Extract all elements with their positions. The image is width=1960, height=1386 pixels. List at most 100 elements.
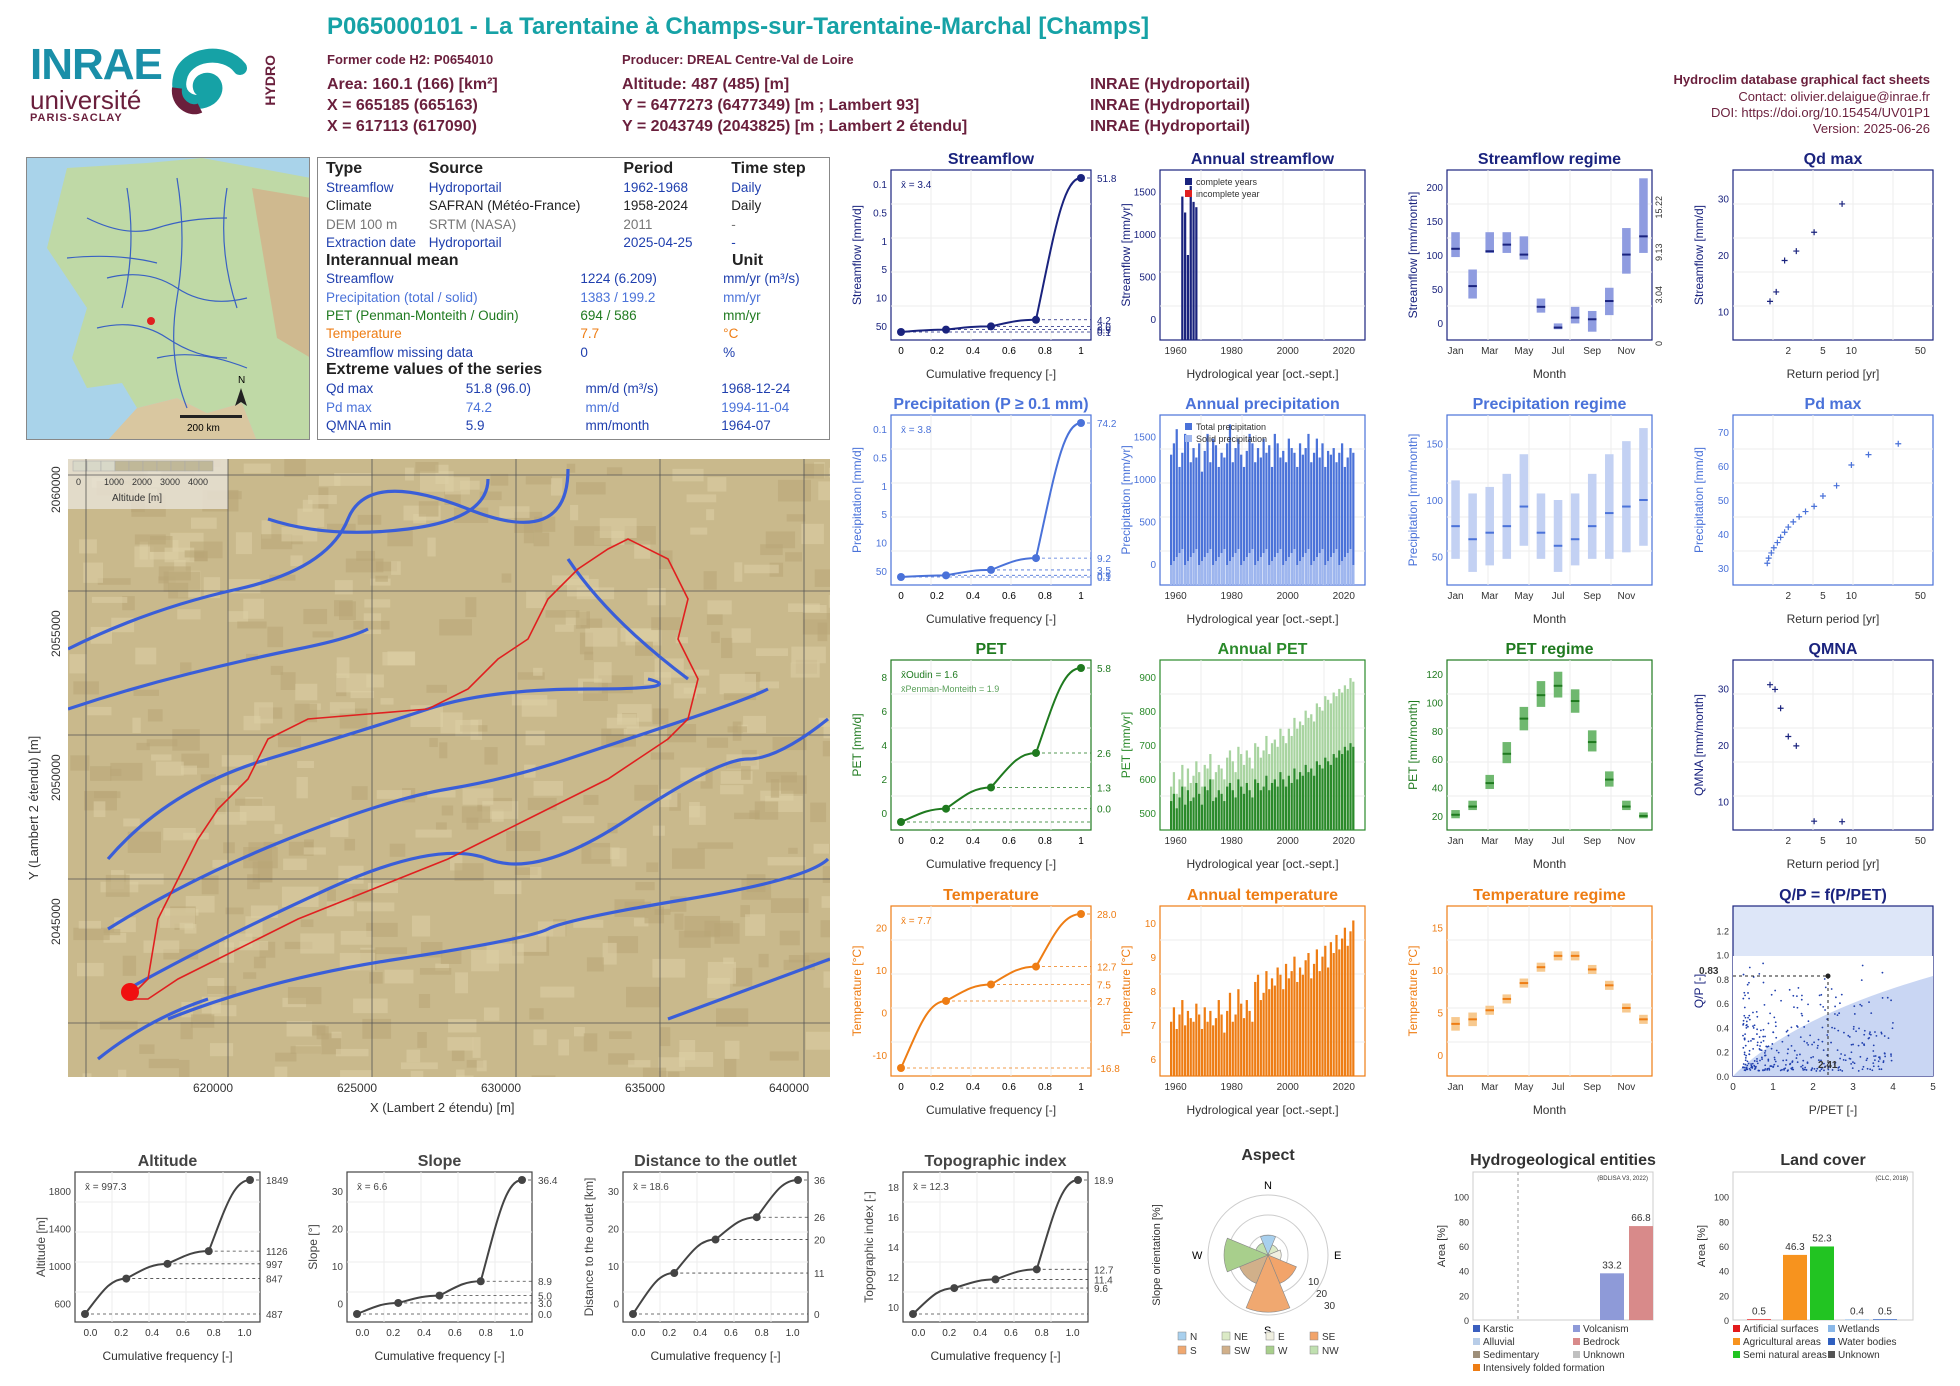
x-tick: 2000 xyxy=(1277,1082,1300,1093)
source-1: INRAE (Hydroportail) xyxy=(1090,76,1250,93)
data-point xyxy=(1851,1067,1854,1070)
x-tick: 50 xyxy=(1915,346,1927,357)
x-tick: 10 xyxy=(1846,836,1858,847)
x-axis-label: Cumulative frequency [-] xyxy=(926,1103,1056,1117)
x-tick: 1980 xyxy=(1221,1082,1244,1093)
quantile-label: 12.7 xyxy=(1094,1265,1114,1276)
terrain-patch xyxy=(581,842,611,864)
data-point xyxy=(1744,1016,1747,1019)
terrain-patch xyxy=(214,811,247,825)
bar xyxy=(1223,457,1226,585)
terrain-patch xyxy=(501,573,512,583)
y-tick: 100 xyxy=(1454,1193,1469,1203)
data-point xyxy=(1762,1035,1765,1038)
y-tick: 50 xyxy=(876,567,888,578)
legend-title: Altitude [m] xyxy=(112,493,162,504)
bar xyxy=(1312,775,1316,830)
terrain-patch xyxy=(435,822,447,830)
data-point xyxy=(1743,1053,1746,1056)
category-bar xyxy=(1600,1273,1624,1320)
regime-box xyxy=(1570,306,1580,324)
bar-solid xyxy=(1282,565,1285,585)
terrain-patch xyxy=(721,637,733,659)
data-point xyxy=(1869,1033,1872,1036)
x-tick: Sep xyxy=(1583,591,1601,602)
data-label: 0.5 xyxy=(1752,1306,1766,1317)
plot-frame xyxy=(1732,659,1934,831)
x-axis-label: Hydrological year [oct.-sept.] xyxy=(1186,857,1338,871)
bar-solid xyxy=(1338,565,1341,585)
data-point xyxy=(1865,1059,1868,1062)
data-point xyxy=(1877,1065,1880,1068)
regime-box xyxy=(1485,486,1494,566)
terrain-patch xyxy=(593,662,612,683)
terrain-patch xyxy=(174,559,186,573)
terrain-patch xyxy=(626,726,659,736)
bar xyxy=(1332,754,1335,830)
data-point xyxy=(1863,1033,1866,1036)
x-tick: 1960 xyxy=(1164,1082,1187,1093)
legend-entry: Unknown xyxy=(1583,1350,1625,1361)
x-tick: 1 xyxy=(1078,1082,1084,1093)
data-point xyxy=(1837,1029,1840,1032)
y-tick: 9 xyxy=(1150,953,1156,964)
bar xyxy=(1231,462,1234,585)
data-point xyxy=(1810,1056,1813,1059)
terrain-patch xyxy=(706,737,729,748)
terrain-patch xyxy=(791,646,826,664)
data-point xyxy=(1781,257,1788,264)
bar xyxy=(1349,448,1352,585)
x-tick: 0.2 xyxy=(930,591,944,602)
chart-title: Annual streamflow xyxy=(1191,151,1335,168)
data-point xyxy=(1748,997,1750,1000)
data-point xyxy=(1833,482,1840,489)
y-tick: 0 xyxy=(1724,1316,1729,1326)
y-tick: 1800 xyxy=(49,1187,72,1198)
y-tick: 18 xyxy=(888,1183,900,1194)
version: Version: 2025-06-26 xyxy=(1812,121,1930,136)
x-tick: Jan xyxy=(1447,836,1463,847)
chart-title: Streamflow xyxy=(948,151,1035,168)
bar xyxy=(1268,445,1271,585)
data-point xyxy=(1743,1037,1746,1040)
regime-box xyxy=(1605,454,1614,559)
data-point xyxy=(1748,1018,1751,1021)
x-tick: Sep xyxy=(1583,346,1601,357)
bar xyxy=(1223,801,1226,830)
quantile-label: 8.9 xyxy=(538,1277,552,1288)
bar xyxy=(1186,790,1190,830)
legend-entry: Bedrock xyxy=(1583,1337,1621,1348)
y-tick: 60 xyxy=(1718,462,1730,473)
legend-swatch xyxy=(1828,1351,1835,1358)
data-point xyxy=(1872,1050,1875,1052)
bar-solid xyxy=(1270,561,1274,585)
source-2: INRAE (Hydroportail) xyxy=(1090,97,1250,114)
bar xyxy=(1184,433,1187,585)
data-point xyxy=(1880,1032,1883,1035)
data-point xyxy=(1853,1013,1856,1015)
terrain-patch xyxy=(83,562,103,583)
x-tick: 0 xyxy=(898,591,904,602)
data-point xyxy=(1800,1065,1803,1068)
y-tick: 1000 xyxy=(1134,475,1157,486)
terrain-patch xyxy=(356,550,376,561)
chart-title: Precipitation (P ≥ 0.1 mm) xyxy=(893,396,1088,413)
data-point xyxy=(1762,962,1765,965)
bar xyxy=(1268,989,1271,1076)
x-tick: 5 xyxy=(1930,1082,1936,1093)
quantile-label: 1126 xyxy=(266,1247,288,1258)
terrain-patch xyxy=(576,482,606,495)
y-tick: 10 xyxy=(332,1262,344,1273)
data-point xyxy=(1811,818,1818,825)
bar xyxy=(1206,433,1209,585)
quantile-label: 0.9 xyxy=(1097,326,1111,337)
bar xyxy=(1226,1010,1229,1076)
data-point xyxy=(1742,997,1745,1000)
bar xyxy=(1178,797,1181,830)
data-point xyxy=(1799,1053,1801,1056)
bar xyxy=(1203,786,1206,830)
station-info-table: Type Source Period Time step Streamflow H… xyxy=(317,157,830,440)
bar-solid xyxy=(1296,565,1299,585)
bar xyxy=(1298,443,1302,585)
terrain-patch xyxy=(727,726,748,733)
